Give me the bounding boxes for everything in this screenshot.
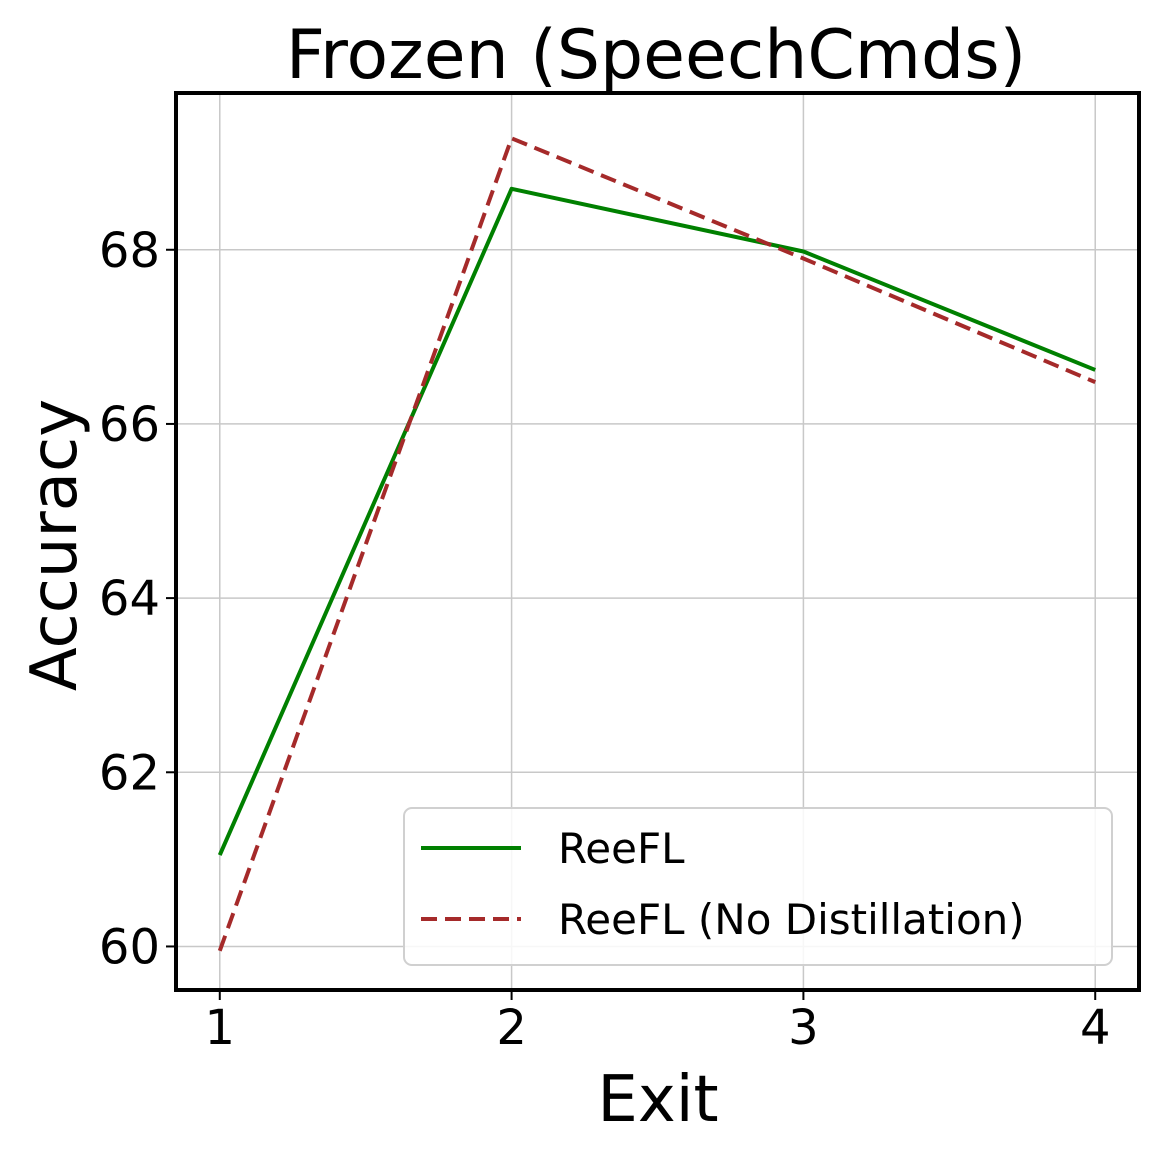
legend-box bbox=[403, 807, 1113, 966]
y-tick-label: 64 bbox=[99, 571, 160, 627]
x-tick-label: 4 bbox=[1080, 1000, 1111, 1056]
y-tick-label: 68 bbox=[99, 223, 160, 279]
series-line-reefl bbox=[217, 186, 1096, 856]
y-axis-label: Accuracy bbox=[18, 399, 92, 691]
legend: ReeFL ReeFL (No Distillation) bbox=[403, 807, 1113, 966]
x-axis-label: Exit bbox=[597, 1063, 718, 1137]
series-layer bbox=[217, 136, 1097, 952]
chart-title: Frozen (SpeechCmds) bbox=[286, 16, 1026, 95]
plot-frame bbox=[174, 91, 1141, 992]
y-tick-label: 62 bbox=[99, 745, 160, 801]
x-tick-label: 3 bbox=[788, 1000, 819, 1056]
legend-label-reefl-no-distillation: ReeFL (No Distillation) bbox=[558, 895, 1025, 944]
y-tick-label: 60 bbox=[99, 919, 160, 975]
y-tick-label: 66 bbox=[99, 397, 160, 453]
tick-layer: 1 2 3 4 60 62 64 66 68 bbox=[99, 223, 1111, 1056]
series-line-reefl-no-distillation bbox=[217, 136, 1097, 952]
legend-label-reefl: ReeFL bbox=[558, 824, 685, 873]
x-tick-label: 1 bbox=[204, 1000, 235, 1056]
x-tick-label: 2 bbox=[496, 1000, 527, 1056]
